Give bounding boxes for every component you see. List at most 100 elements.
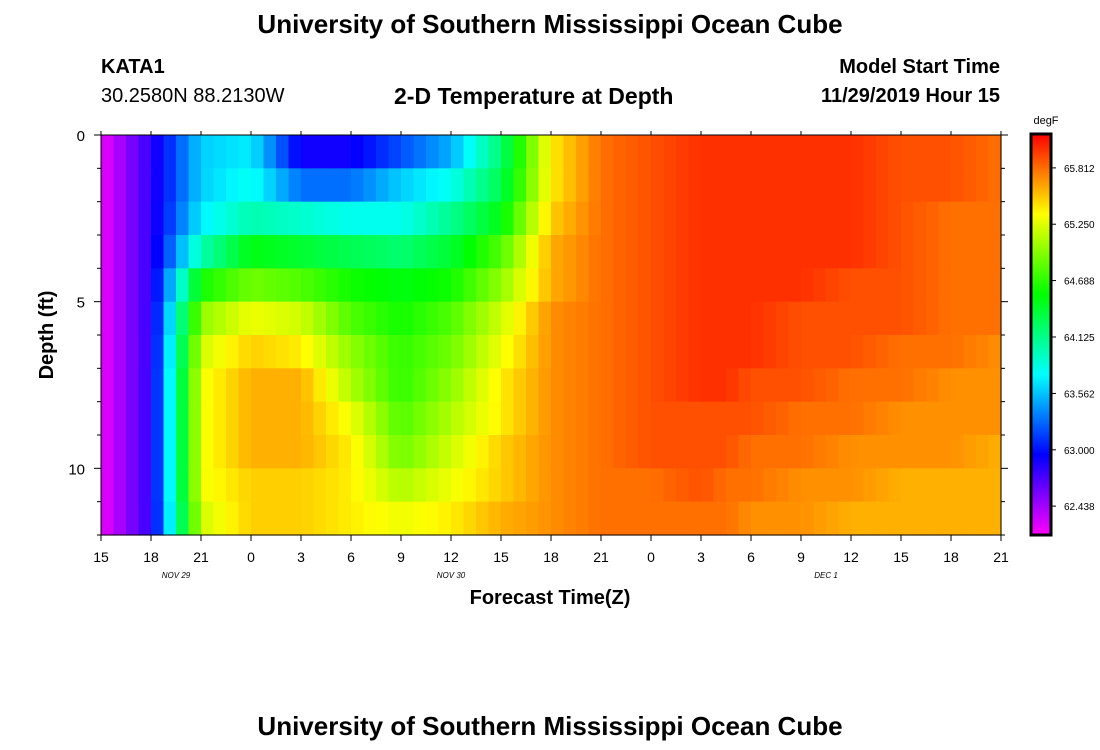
heatmap-cell (263, 168, 277, 203)
heatmap-cell (951, 135, 965, 169)
heatmap-cell (213, 135, 227, 169)
heatmap-cell (788, 501, 802, 536)
heatmap-cell (213, 301, 227, 336)
heatmap-cell (613, 135, 627, 169)
heatmap-cell (938, 368, 952, 403)
heatmap-cell (138, 301, 152, 336)
heatmap-cell (738, 201, 752, 236)
heatmap-cell (638, 368, 652, 403)
heatmap-cell (876, 368, 890, 403)
heatmap-cell (938, 468, 952, 503)
heatmap-cell (401, 368, 415, 403)
heatmap-cell (501, 368, 515, 403)
heatmap-cell (563, 435, 577, 469)
heatmap-cell (201, 468, 215, 503)
heatmap-cell (401, 201, 415, 236)
heatmap-cell (326, 201, 340, 236)
heatmap-cell (551, 301, 565, 336)
heatmap-cell (976, 435, 990, 469)
heatmap-cell (363, 168, 377, 203)
heatmap-cell (513, 168, 527, 203)
heatmap-cell (301, 468, 315, 503)
heatmap-cell (563, 468, 577, 503)
heatmap-cell (638, 335, 652, 369)
colorbar-label: 65.250 (1064, 220, 1095, 231)
heatmap-cell (126, 201, 140, 236)
heatmap-cell (388, 235, 402, 269)
heatmap-cell (101, 368, 115, 403)
heatmap-cell (413, 468, 427, 503)
colorbar-gradient (1031, 134, 1051, 535)
heatmap-cell (338, 401, 352, 436)
footer-title: University of Southern Mississippi Ocean… (257, 711, 843, 741)
heatmap-cell (826, 401, 840, 436)
heatmap-cell (638, 201, 652, 236)
heatmap-cell (276, 368, 290, 403)
heatmap-cell (176, 201, 190, 236)
heatmap-cell (163, 235, 177, 269)
heatmap-cell (301, 335, 315, 369)
x-tick-label: 9 (397, 549, 405, 565)
heatmap-cell (913, 168, 927, 203)
heatmap-cell (838, 201, 852, 236)
x-tick-label: 0 (647, 549, 655, 565)
heatmap-cell (763, 501, 777, 536)
heatmap-cell (451, 401, 465, 436)
heatmap-cell (313, 468, 327, 503)
y-tick-label: 0 (77, 128, 85, 145)
heatmap-cell (513, 368, 527, 403)
heatmap-cell (238, 301, 252, 336)
heatmap-cell (951, 235, 965, 269)
heatmap-cell (188, 135, 202, 169)
heatmap-cell (463, 435, 477, 469)
heatmap-cell (326, 301, 340, 336)
heatmap-cell (551, 268, 565, 303)
heatmap-cell (838, 501, 852, 536)
heatmap-cell (476, 368, 490, 403)
heatmap-cell (201, 201, 215, 236)
heatmap-cell (313, 401, 327, 436)
heatmap-cell (288, 235, 302, 269)
heatmap-cell (326, 468, 340, 503)
heatmap-cell (276, 501, 290, 536)
heatmap-cell (713, 168, 727, 203)
heatmap-cell (476, 168, 490, 203)
heatmap-cell (563, 135, 577, 169)
heatmap-cell (188, 301, 202, 336)
heatmap-cell (851, 168, 865, 203)
heatmap-cell (888, 268, 902, 303)
heatmap-cell (813, 401, 827, 436)
heatmap-cell (963, 335, 977, 369)
heatmap-cell (251, 235, 265, 269)
heatmap-cell (801, 168, 815, 203)
heatmap-cell (488, 368, 502, 403)
heatmap-cell (913, 368, 927, 403)
heatmap-cell (813, 168, 827, 203)
heatmap-cell (163, 135, 177, 169)
heatmap-cell (851, 268, 865, 303)
heatmap-cell (463, 468, 477, 503)
heatmap-cell (926, 401, 940, 436)
heatmap-cell (876, 201, 890, 236)
heatmap-cell (351, 201, 365, 236)
heatmap-cell (101, 468, 115, 503)
heatmap-cell (888, 468, 902, 503)
heatmap-cell (251, 501, 265, 536)
chart-title: 2-D Temperature at Depth (394, 83, 674, 109)
heatmap-cell (101, 301, 115, 336)
x-tick-label: 18 (543, 549, 559, 565)
heatmap-cell (701, 135, 715, 169)
heatmap-cell (963, 435, 977, 469)
x-tick-label: 15 (93, 549, 109, 565)
heatmap-cell (238, 368, 252, 403)
heatmap-cell (688, 368, 702, 403)
heatmap-cell (313, 368, 327, 403)
heatmap-cell (851, 501, 865, 536)
heatmap-cell (288, 468, 302, 503)
heatmap-cell (226, 301, 240, 336)
heatmap-cell (813, 435, 827, 469)
heatmap-cell (276, 235, 290, 269)
heatmap-cell (876, 501, 890, 536)
heatmap-cell (563, 335, 577, 369)
heatmap-cell (751, 501, 765, 536)
